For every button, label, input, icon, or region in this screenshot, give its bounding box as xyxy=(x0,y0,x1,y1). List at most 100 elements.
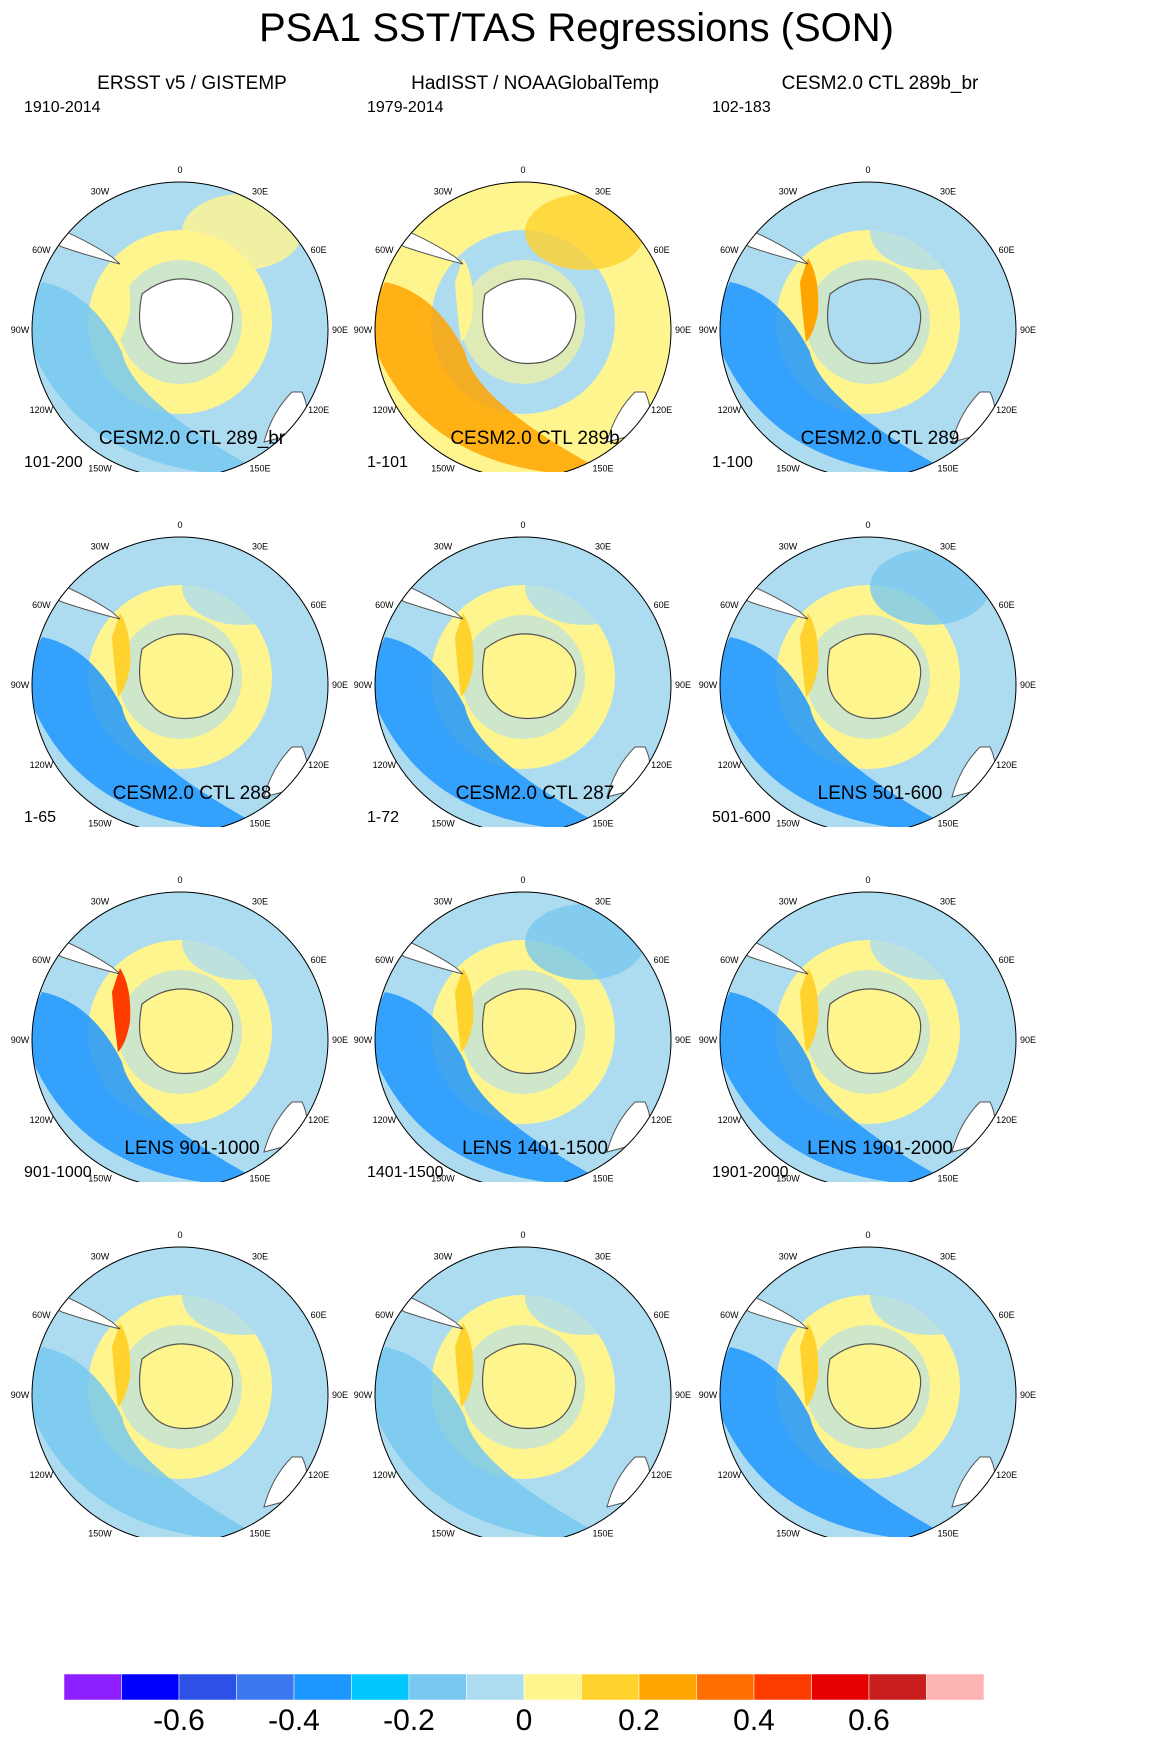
longitude-label: 120E xyxy=(308,405,329,415)
longitude-label: 60E xyxy=(311,600,327,610)
longitude-label: 90E xyxy=(332,680,348,690)
longitude-label: 90E xyxy=(1020,680,1036,690)
colorbar-swatch xyxy=(753,1674,812,1701)
longitude-label: 60E xyxy=(999,245,1015,255)
antarctica-outline xyxy=(482,633,577,720)
longitude-label: 30W xyxy=(779,186,798,196)
map-boundary xyxy=(719,1246,1017,1537)
colorbar-tick-label: 0.6 xyxy=(848,1704,890,1737)
longitude-label: 150E xyxy=(249,1529,270,1537)
longitude-label: 60W xyxy=(32,955,51,965)
longitude-label: 60E xyxy=(311,1310,327,1320)
anomaly-field xyxy=(32,182,328,472)
field-atlantic-sector xyxy=(525,194,645,270)
longitude-label: 30E xyxy=(940,896,956,906)
anomaly-field xyxy=(720,182,1016,472)
longitude-label: 30E xyxy=(940,186,956,196)
panel-title: CESM2.0 CTL 289b_br xyxy=(781,73,979,94)
longitude-label: 120E xyxy=(308,1470,329,1480)
longitude-label: 150E xyxy=(592,464,613,472)
longitude-label: 0 xyxy=(177,165,182,175)
antarctica-outline xyxy=(139,988,234,1075)
longitude-label: 150W xyxy=(776,819,800,827)
longitude-label: 90E xyxy=(1020,325,1036,335)
field-pacific-sector xyxy=(32,637,262,827)
map-boundary xyxy=(31,181,329,472)
colorbar-swatch xyxy=(293,1674,352,1701)
longitude-label: 60E xyxy=(654,1310,670,1320)
polar-map: 030E60E90E120E150E180150W120W90W60W30W xyxy=(354,875,691,1182)
field-atlantic-sector xyxy=(182,549,302,625)
longitude-label: 0 xyxy=(865,520,870,530)
panel-title: HadISST / NOAAGlobalTemp xyxy=(411,73,659,94)
longitude-label: 150E xyxy=(937,1529,958,1537)
longitude-label: 60W xyxy=(375,600,394,610)
panel-period: 501-600 xyxy=(712,809,771,826)
map-panel: LENS 1401-1500 1401-1500 0 30E 60E 90E 120E 150… xyxy=(345,1137,725,1537)
field-pacific-sector xyxy=(720,282,950,472)
map-boundary xyxy=(374,1246,672,1537)
map-panel: CESM2.0 CTL 289b_br 102-183 0 30E 60E 90E 120E… xyxy=(690,72,1070,472)
field-peninsula-anomaly xyxy=(455,968,474,1052)
map-panel: CESM2.0 CTL 289b 1-101 0 30E 60E 90E 120E 150E 1… xyxy=(345,427,725,827)
field-peninsula-anomaly xyxy=(112,258,131,342)
longitude-label: 60E xyxy=(311,955,327,965)
longitude-label: 60E xyxy=(999,600,1015,610)
colorbar-tick-label: 0.4 xyxy=(733,1704,775,1737)
antarctica-outline xyxy=(139,633,234,720)
longitude-label: 150E xyxy=(937,464,958,472)
field-atlantic-sector xyxy=(182,194,302,270)
panel-period: 1-72 xyxy=(367,809,400,826)
colorbar-swatch xyxy=(581,1674,640,1701)
panel-title: CESM2.0 CTL 289 xyxy=(800,428,960,449)
polar-map: 030E60E90E120E150E180150W120W90W60W30W xyxy=(699,875,1036,1182)
polar-map: 030E60E90E120E150E180150W120W90W60W30W xyxy=(699,1230,1036,1537)
longitude-label: 30W xyxy=(434,896,453,906)
longitude-label: 150E xyxy=(592,819,613,827)
panel-period: 1-65 xyxy=(24,809,57,826)
field-atlantic-sector xyxy=(525,549,645,625)
longitude-label: 0 xyxy=(177,520,182,530)
map-boundary xyxy=(31,536,329,827)
longitude-label: 90W xyxy=(699,680,718,690)
longitude-label: 90E xyxy=(332,325,348,335)
panel-title: LENS 1401-1500 xyxy=(462,1138,608,1159)
longitude-label: 60W xyxy=(375,1310,394,1320)
map-panel: CESM2.0 CTL 2891-100030E60E90E120E150E18… xyxy=(690,427,1070,827)
longitude-label: 60W xyxy=(375,955,394,965)
longitude-label: 0 xyxy=(177,875,182,885)
colorbar-tick-label: -0.6 xyxy=(153,1704,205,1737)
longitude-label: 150E xyxy=(249,1174,270,1182)
map-boundary xyxy=(31,1246,329,1537)
longitude-label: 150W xyxy=(776,1529,800,1537)
field-atlantic-sector xyxy=(870,194,990,270)
colorbar-tick-label: 0 xyxy=(515,1704,533,1737)
colorbar-swatch xyxy=(638,1674,697,1701)
colorbar-swatch xyxy=(121,1674,180,1701)
longitude-label: 120E xyxy=(651,760,672,770)
longitude-label: 0 xyxy=(520,165,525,175)
map-boundary xyxy=(719,891,1017,1182)
antarctica-outline xyxy=(827,278,922,365)
map-boundary xyxy=(31,891,329,1182)
panel-period: 1-101 xyxy=(367,454,408,471)
longitude-label: 120W xyxy=(30,1115,54,1125)
panel-title: LENS 501-600 xyxy=(817,783,943,804)
longitude-label: 60W xyxy=(32,1310,51,1320)
longitude-label: 150W xyxy=(88,819,112,827)
panel-title: CESM2.0 CTL 288 xyxy=(112,783,272,804)
longitude-label: 90E xyxy=(675,1390,691,1400)
panel-period: 101-200 xyxy=(24,454,83,471)
longitude-label: 60E xyxy=(999,955,1015,965)
longitude-label: 90W xyxy=(11,1035,30,1045)
longitude-label: 90E xyxy=(1020,1390,1036,1400)
longitude-label: 120E xyxy=(996,1470,1017,1480)
field-peninsula-anomaly xyxy=(455,258,474,342)
longitude-label: 30W xyxy=(91,1251,110,1261)
longitude-label: 30W xyxy=(779,1251,798,1261)
map-boundary xyxy=(719,181,1017,472)
polar-map: 030E60E90E120E150E180150W120W90W60W30W xyxy=(11,1230,348,1537)
map-boundary xyxy=(374,181,672,472)
colorbar-swatch xyxy=(696,1674,755,1701)
field-peninsula-anomaly xyxy=(455,1323,474,1407)
